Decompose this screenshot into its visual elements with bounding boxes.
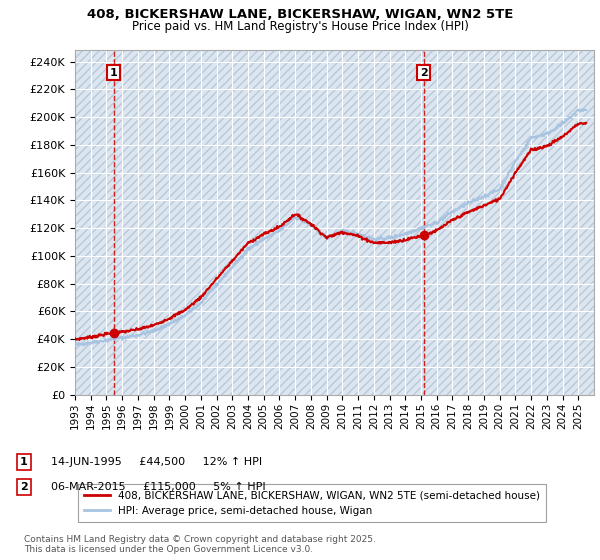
Text: 14-JUN-1995     £44,500     12% ↑ HPI: 14-JUN-1995 £44,500 12% ↑ HPI: [51, 457, 262, 467]
Text: Contains HM Land Registry data © Crown copyright and database right 2025.
This d: Contains HM Land Registry data © Crown c…: [24, 535, 376, 554]
Text: 2: 2: [420, 68, 428, 78]
Text: 408, BICKERSHAW LANE, BICKERSHAW, WIGAN, WN2 5TE: 408, BICKERSHAW LANE, BICKERSHAW, WIGAN,…: [87, 8, 513, 21]
Text: 1: 1: [110, 68, 118, 78]
Text: 2: 2: [20, 482, 28, 492]
Text: Price paid vs. HM Land Registry's House Price Index (HPI): Price paid vs. HM Land Registry's House …: [131, 20, 469, 33]
Text: 1: 1: [20, 457, 28, 467]
Legend: 408, BICKERSHAW LANE, BICKERSHAW, WIGAN, WN2 5TE (semi-detached house), HPI: Ave: 408, BICKERSHAW LANE, BICKERSHAW, WIGAN,…: [77, 484, 547, 522]
Text: 06-MAR-2015     £115,000     5% ↑ HPI: 06-MAR-2015 £115,000 5% ↑ HPI: [51, 482, 266, 492]
